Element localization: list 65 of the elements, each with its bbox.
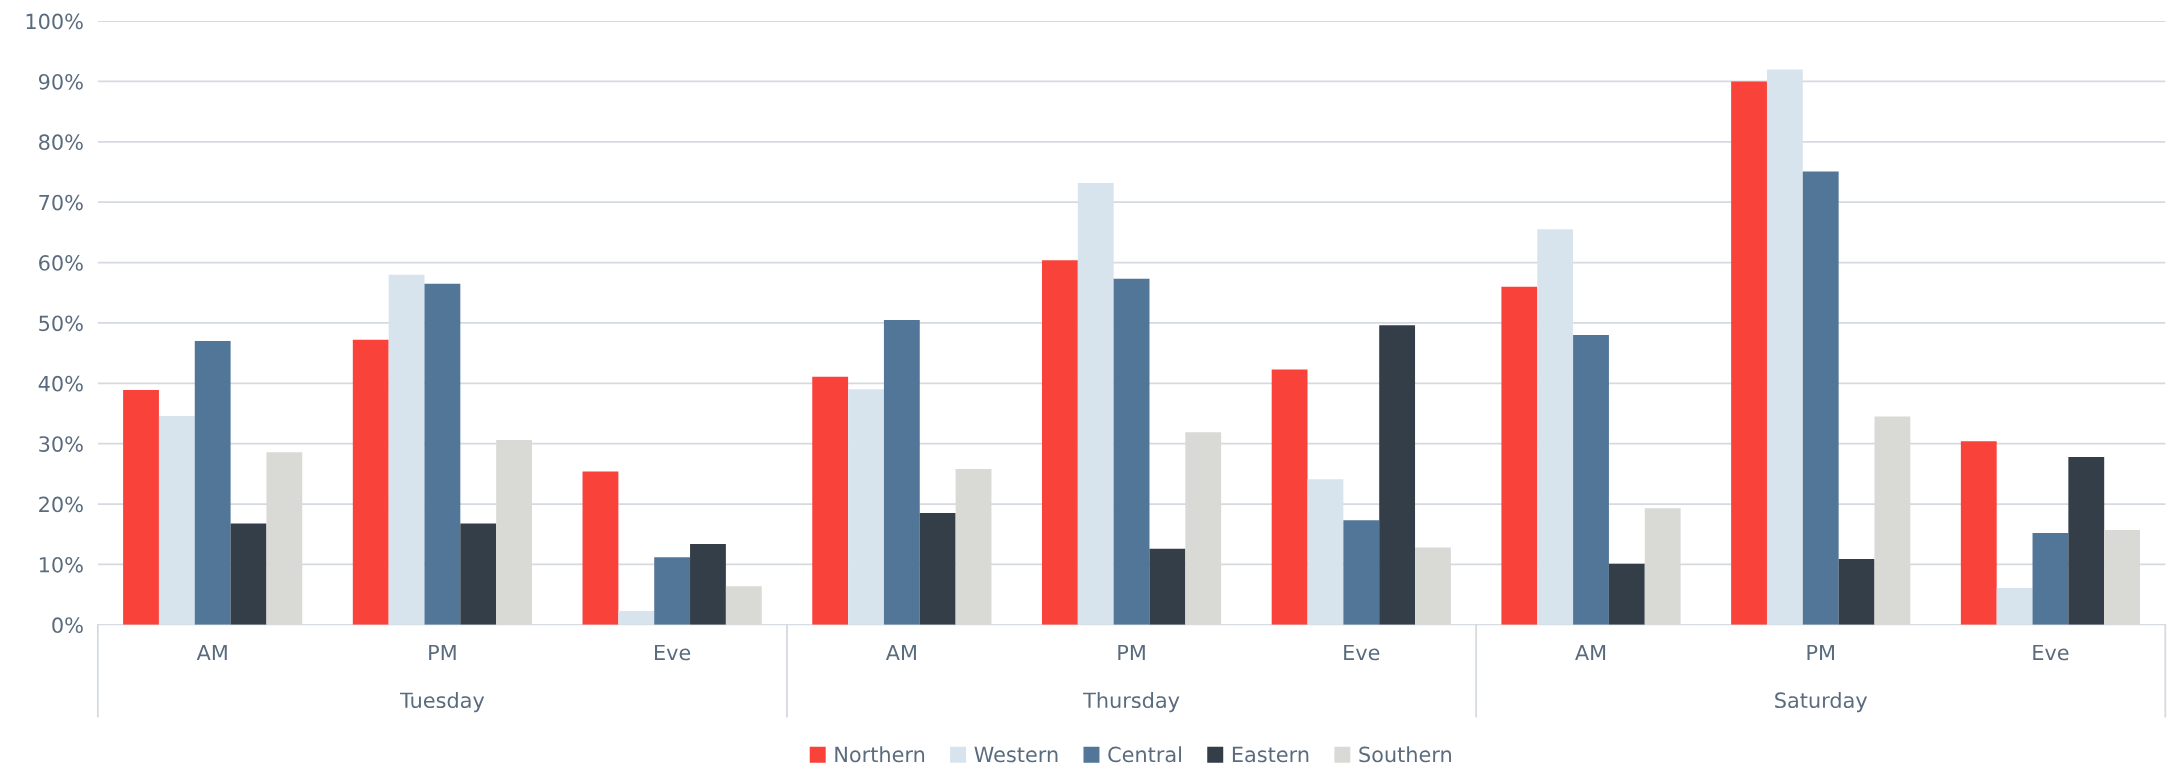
x-tick-label: PM (1807, 644, 1834, 661)
bar (1041, 260, 1078, 625)
y-tick-label: 20% (39, 496, 83, 513)
bar (1996, 587, 2033, 625)
bar (123, 389, 159, 625)
x-tick-label: Eve (655, 644, 691, 661)
bar (883, 319, 920, 625)
legend-label: Southern (1359, 746, 1451, 763)
y-tick-label: 90% (38, 73, 83, 90)
x-tick-label: PM (429, 644, 456, 661)
bar (1271, 369, 1308, 625)
bar (1608, 563, 1645, 625)
bar (2068, 456, 2105, 625)
bar (2032, 533, 2069, 625)
bar (388, 274, 425, 625)
y-tick-label: 50% (39, 315, 83, 332)
text: Saturday (1775, 691, 1868, 713)
x-tick-label: AM (196, 644, 227, 661)
x-tick-label: AM (1575, 644, 1606, 661)
y-tick-label: 40% (38, 375, 83, 392)
bar (1573, 335, 1609, 625)
bar (690, 543, 726, 625)
bar (230, 523, 267, 625)
bar (618, 610, 655, 625)
bar (1766, 69, 1803, 625)
bar (725, 586, 762, 625)
bar (1501, 286, 1538, 625)
legend-label: Northern (835, 746, 925, 763)
bar (158, 415, 195, 625)
legend-label: Central (1108, 746, 1181, 763)
x-tick-label: AM (885, 644, 916, 661)
y-tick-label: 80% (39, 134, 83, 151)
bar (1307, 479, 1344, 625)
legend-label: Western (974, 746, 1058, 763)
x-tick-label: Eve (1344, 644, 1380, 661)
bar (1149, 548, 1186, 625)
bar (460, 523, 497, 625)
y-tick-label: 10% (39, 556, 83, 573)
bar (1731, 81, 1767, 625)
bar (848, 389, 884, 625)
bar (1113, 278, 1150, 625)
bar (654, 557, 691, 625)
bar (424, 283, 461, 625)
legend-label: Eastern (1232, 746, 1309, 763)
y-tick-label: 100% (26, 13, 83, 30)
text: Thursday (1083, 691, 1180, 713)
y-tick-label: 30% (39, 436, 83, 452)
x-tick-label: PM (1118, 644, 1145, 661)
bar (1960, 441, 1997, 625)
x-tick-label: Eve (2033, 644, 2069, 661)
bar (812, 376, 849, 625)
bar (1077, 182, 1114, 625)
bar (1802, 171, 1839, 625)
bar (352, 339, 389, 625)
text: Tuesday (399, 691, 485, 713)
y-tick-label: 70% (39, 194, 83, 211)
bar (582, 471, 619, 625)
bar (919, 513, 956, 625)
bar (1838, 559, 1875, 625)
y-tick-label: 0% (52, 617, 83, 634)
y-tick-label: 60% (39, 255, 83, 271)
bar (1343, 520, 1380, 625)
bar (1379, 325, 1416, 625)
bar (1537, 229, 1574, 625)
bar (194, 341, 231, 625)
